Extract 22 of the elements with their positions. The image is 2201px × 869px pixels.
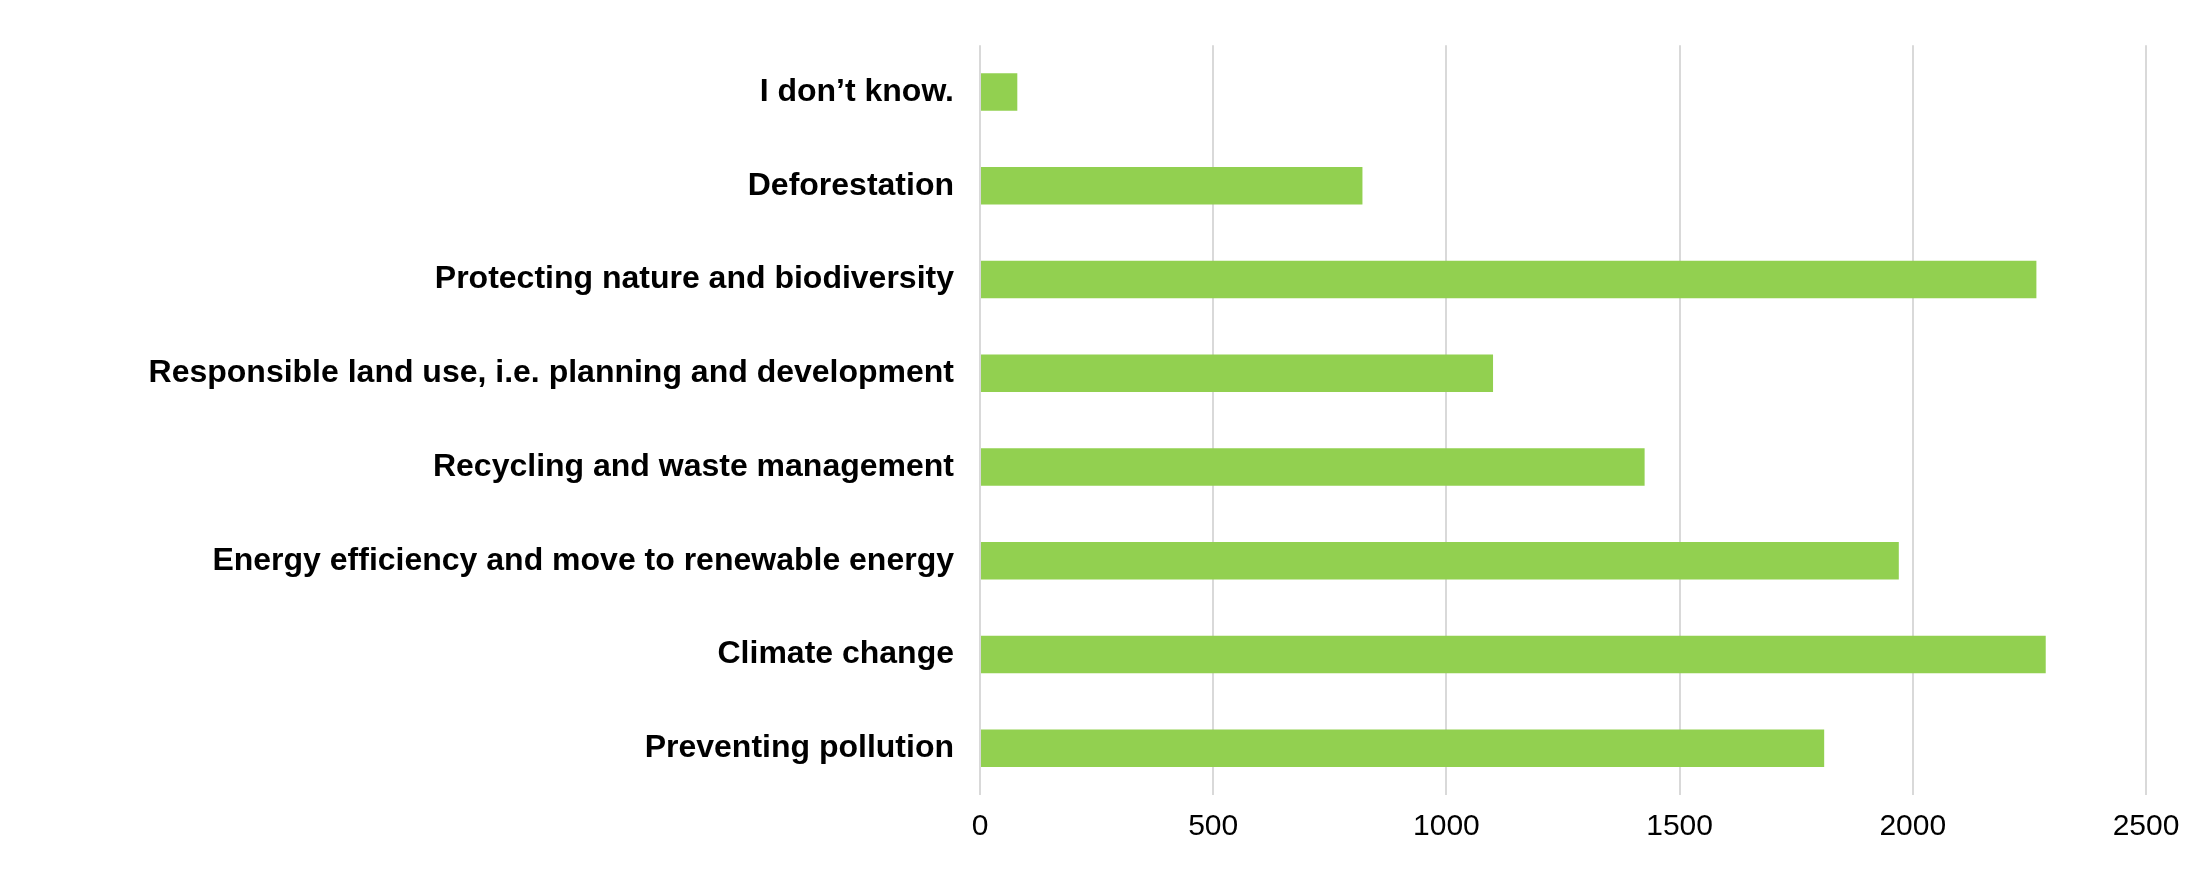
x-tick-label: 2500 xyxy=(2112,808,2180,842)
bar xyxy=(981,260,2037,299)
x-tick-label: 2000 xyxy=(1879,808,1947,842)
y-tick-label: Recycling and waste management xyxy=(432,446,955,483)
bar xyxy=(981,635,2046,674)
y-tick-label: Preventing pollution xyxy=(644,727,954,764)
y-tick-label: Energy efficiency and move to renewable energy xyxy=(212,540,955,577)
y-tick-label: Protecting nature and biodiversity xyxy=(434,259,955,296)
x-tick-label: 1000 xyxy=(1413,808,1480,842)
x-tick-label: 0 xyxy=(971,808,989,842)
bar xyxy=(981,167,1363,205)
bar xyxy=(981,73,1018,111)
bar xyxy=(981,354,1494,392)
y-tick-label: Deforestation xyxy=(747,165,954,202)
y-tick-label: Climate change xyxy=(717,634,954,671)
bar xyxy=(981,729,1825,767)
bar xyxy=(981,448,1645,486)
x-tick-label: 500 xyxy=(1188,808,1239,842)
y-tick-label: Responsible land use, i.e. planning and development xyxy=(148,353,955,390)
bar xyxy=(981,541,1899,580)
x-tick-label: 1500 xyxy=(1646,808,1713,842)
y-tick-label: I don’t know. xyxy=(759,71,954,108)
